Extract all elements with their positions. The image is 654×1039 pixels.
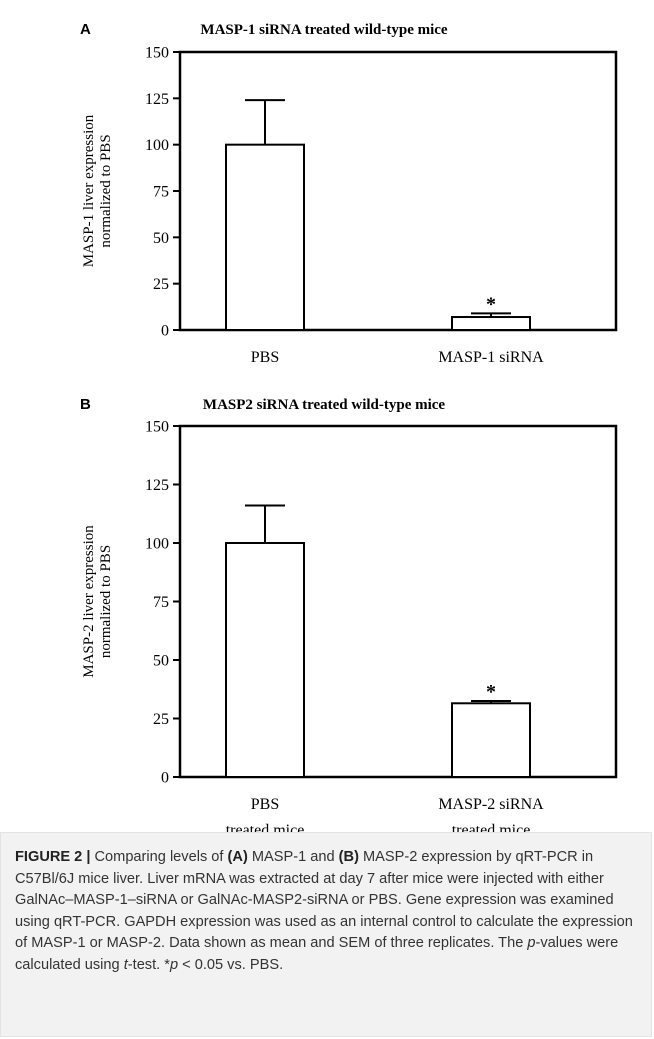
y-axis-label: normalized to PBS [98, 134, 114, 247]
y-tick-label: 75 [153, 594, 169, 611]
chart-title: MASP2 siRNA treated wild-type mice [203, 397, 446, 413]
x-tick-label: PBS [251, 796, 279, 813]
y-tick-label: 0 [161, 770, 169, 787]
y-tick-label: 100 [145, 536, 169, 553]
bar [451, 702, 531, 779]
caption-text: MASP-2 expression by qRT-PCR in C57Bl/6J… [15, 849, 633, 952]
y-tick-label: 100 [145, 137, 169, 154]
significance-marker: * [486, 681, 496, 703]
caption-italic-p: p [527, 935, 536, 952]
caption-text: MASP-1 and [247, 849, 339, 865]
y-tick-label: 50 [153, 230, 169, 247]
chart-title: MASP-1 siRNA treated wild-type mice [200, 22, 448, 38]
caption-text: -test. * [127, 956, 170, 973]
y-tick-label: 0 [161, 323, 169, 340]
caption-label: FIGURE 2 | [15, 849, 91, 865]
caption-italic-t: t [123, 956, 128, 973]
x-tick-label: MASP-2 siRNA [438, 796, 544, 813]
bar [225, 143, 305, 331]
panel-label: B [80, 396, 91, 413]
bar [225, 542, 305, 778]
x-tick-label: treated mice [452, 822, 531, 832]
panel-a: A MASP-1 siRNA treated wild-type mice 0 25 5… [0, 0, 654, 372]
y-tick-label: 25 [153, 711, 169, 728]
x-tick-label: PBS [251, 349, 279, 366]
x-tick-label: treated mice [226, 822, 305, 832]
y-tick-label: 150 [145, 45, 169, 62]
significance-marker: * [486, 293, 496, 315]
y-tick-label: 125 [145, 477, 169, 494]
caption-italic-p: p [169, 956, 179, 973]
caption-tag-b: (B) [338, 849, 359, 865]
y-tick-label: 75 [153, 184, 169, 201]
chart-a: A MASP-1 siRNA treated wild-type mice 0 25 5… [80, 21, 618, 366]
y-tick-label: 25 [153, 276, 169, 293]
caption-text: < 0.05 vs. PBS. [178, 956, 284, 973]
caption-tag-a: (A) [227, 849, 248, 865]
bar [451, 316, 531, 332]
figure-caption: FIGURE 2 | Comparing levels of (A) MASP-… [15, 847, 639, 977]
caption-text: Comparing levels of [90, 849, 228, 865]
chart-b: B MASP2 siRNA treated wild-type mice 0 25 50… [80, 396, 618, 832]
y-axis-label: MASP-1 liver expression [81, 114, 97, 267]
x-tick-label: MASP-1 siRNA [438, 349, 544, 366]
panel-label: A [80, 21, 91, 38]
caption-text: -values were calculated using [15, 935, 619, 973]
y-tick-label: 125 [145, 91, 169, 108]
y-axis-label: MASP-2 liver expression [81, 525, 97, 678]
y-axis-label: normalized to PBS [98, 545, 114, 658]
panel-b: B MASP2 siRNA treated wild-type mice 0 25 50… [0, 382, 654, 832]
y-tick-label: 150 [145, 419, 169, 436]
y-tick-label: 50 [153, 653, 169, 670]
figure-caption-box: FIGURE 2 | Comparing levels of (A) MASP-… [0, 832, 652, 1037]
